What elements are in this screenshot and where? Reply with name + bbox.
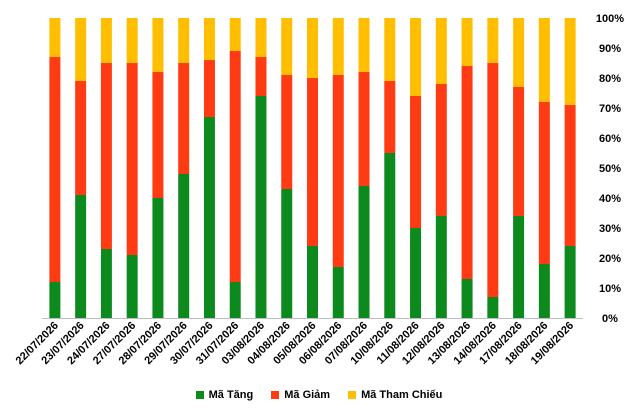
legend-swatch-ma-tang	[195, 391, 204, 399]
bar-ma-tham-chieu-19	[538, 18, 550, 102]
bar-ma-tang-4	[152, 198, 164, 318]
bar-ma-giam-18	[513, 87, 525, 216]
bar-ma-giam-11	[332, 75, 344, 267]
bar-ma-giam-9	[281, 75, 293, 189]
legend: Mã Tăng Mã Giảm Mã Tham Chiếu	[0, 389, 638, 401]
bar-ma-tang-7	[229, 282, 241, 318]
bar-ma-tham-chieu-15	[435, 18, 447, 84]
bar-ma-giam-5	[178, 63, 190, 174]
bar-ma-giam-8	[255, 57, 267, 96]
bar-ma-tang-9	[281, 189, 293, 318]
bar-ma-tham-chieu-2	[100, 18, 112, 63]
legend-label-ma-tham-chieu: Mã Tham Chiếu	[361, 389, 443, 401]
bar-ma-tham-chieu-18	[513, 18, 525, 87]
bar-ma-tang-5	[178, 174, 190, 318]
bar-ma-giam-6	[203, 60, 215, 117]
bar-ma-tang-18	[513, 216, 525, 318]
bar-ma-giam-13	[384, 81, 396, 153]
y-tick-label-10: 100%	[596, 13, 624, 25]
bar-ma-tham-chieu-14	[410, 18, 422, 96]
bar-ma-tang-8	[255, 96, 267, 318]
legend-item-ma-tham-chieu: Mã Tham Chiếu	[348, 389, 442, 401]
y-tick-label-6: 60%	[599, 133, 621, 145]
bar-ma-giam-14	[410, 96, 422, 228]
bar-ma-tham-chieu-7	[229, 18, 241, 51]
legend-label-ma-giam: Mã Giảm	[284, 389, 331, 401]
bar-ma-tham-chieu-12	[358, 18, 370, 72]
y-tick-label-4: 40%	[599, 193, 621, 205]
bar-ma-tang-17	[487, 297, 499, 318]
bar-ma-giam-17	[487, 63, 499, 297]
bar-ma-tang-14	[410, 228, 422, 318]
bar-ma-tham-chieu-4	[152, 18, 164, 72]
y-tick-label-9: 90%	[599, 43, 621, 55]
bar-ma-tang-10	[307, 246, 318, 318]
bar-ma-tang-12	[358, 186, 370, 318]
bar-ma-tham-chieu-17	[487, 18, 499, 63]
bar-ma-tang-3	[126, 255, 138, 318]
bar-ma-tham-chieu-20	[564, 18, 576, 105]
bar-ma-tham-chieu-0	[49, 18, 61, 57]
y-tick-label-8: 80%	[599, 73, 621, 85]
bar-ma-giam-0	[49, 57, 61, 282]
bar-ma-giam-1	[75, 81, 87, 195]
bar-ma-giam-19	[538, 102, 550, 264]
bar-ma-tang-20	[564, 246, 576, 318]
y-tick-label-2: 20%	[599, 253, 621, 265]
bar-ma-tham-chieu-11	[332, 18, 344, 75]
bar-ma-tham-chieu-5	[178, 18, 190, 63]
bar-ma-tham-chieu-10	[307, 18, 318, 78]
legend-item-ma-giam: Mã Giảm	[271, 389, 330, 401]
legend-label-ma-tang: Mã Tăng	[208, 389, 254, 401]
y-tick-label-5: 50%	[599, 163, 621, 175]
bar-ma-tang-1	[75, 195, 87, 318]
bar-ma-tang-13	[384, 153, 396, 318]
bar-ma-tang-0	[49, 282, 61, 318]
bar-ma-tang-16	[461, 279, 473, 318]
bar-ma-giam-2	[100, 63, 112, 249]
bar-ma-tang-19	[538, 264, 550, 318]
legend-swatch-ma-giam	[271, 391, 280, 399]
y-tick-label-7: 70%	[599, 103, 621, 115]
bar-ma-tang-15	[435, 216, 447, 318]
bar-ma-giam-15	[435, 84, 447, 216]
bar-ma-giam-4	[152, 72, 164, 198]
y-tick-label-1: 10%	[599, 283, 621, 295]
bar-ma-tang-2	[100, 249, 112, 318]
bar-ma-tham-chieu-1	[75, 18, 87, 81]
bar-ma-giam-20	[564, 105, 576, 246]
bar-ma-tham-chieu-8	[255, 18, 267, 57]
bar-ma-tham-chieu-13	[384, 18, 396, 81]
bar-ma-giam-7	[229, 51, 241, 282]
bar-ma-tham-chieu-9	[281, 18, 293, 75]
bar-ma-tham-chieu-6	[203, 18, 215, 60]
bar-ma-tang-6	[203, 117, 215, 318]
bar-ma-tham-chieu-3	[126, 18, 138, 63]
bar-ma-tang-11	[332, 267, 344, 318]
legend-item-ma-tang: Mã Tăng	[195, 389, 254, 401]
bar-ma-giam-16	[461, 66, 473, 279]
bar-ma-giam-10	[307, 78, 318, 246]
bar-ma-giam-3	[126, 63, 138, 255]
bar-ma-giam-12	[358, 72, 370, 186]
bar-ma-tham-chieu-16	[461, 18, 473, 66]
legend-swatch-ma-tham-chieu	[348, 391, 357, 399]
y-tick-label-0: 0%	[602, 313, 618, 325]
y-tick-label-3: 30%	[599, 223, 621, 235]
